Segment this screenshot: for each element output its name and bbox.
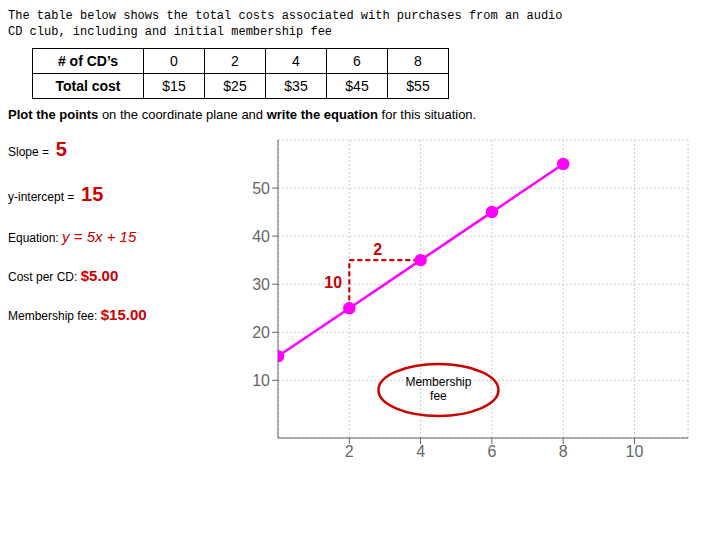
svg-text:10: 10 xyxy=(324,274,342,291)
html-text:y-intercept = 15: y-intercept = 15 xyxy=(8,183,104,205)
html-text:Equation: y = 5x + 15: Equation: y = 5x + 15 xyxy=(8,228,137,245)
html-text:6: 6 xyxy=(353,53,361,69)
html-text:Slope =5: Slope =5 xyxy=(8,138,67,160)
svg-text:10: 10 xyxy=(252,372,270,389)
html-text:0: 0 xyxy=(170,53,178,69)
svg-text:10: 10 xyxy=(626,443,644,460)
svg-text:2: 2 xyxy=(373,241,382,258)
html-text:$25: $25 xyxy=(223,78,247,94)
html-text:Cost per CD:$5.00: Cost per CD:$5.00 xyxy=(8,267,119,284)
html-text:$35: $35 xyxy=(284,78,308,94)
html-text:The table below shows the tota: The table below shows the total costs as… xyxy=(8,9,563,23)
html-text:$55: $55 xyxy=(406,78,430,94)
html-text:$45: $45 xyxy=(345,78,369,94)
svg-text:2: 2 xyxy=(345,443,354,460)
svg-text:8: 8 xyxy=(559,443,568,460)
svg-text:50: 50 xyxy=(252,180,270,197)
svg-text:6: 6 xyxy=(487,443,496,460)
svg-text:40: 40 xyxy=(252,228,270,245)
svg-text:20: 20 xyxy=(252,324,270,341)
html-text:Total cost: Total cost xyxy=(55,78,121,94)
html-text:CD club, including and initial: CD club, including and initial membershi… xyxy=(8,25,333,39)
svg-text:30: 30 xyxy=(252,276,270,293)
html-text:2: 2 xyxy=(231,53,239,69)
html-text:Plot the points on the coordin: Plot the points on the coordinate plane … xyxy=(8,107,477,122)
svg-text:Membershipfee: Membershipfee xyxy=(405,375,471,403)
html-text:# of CD’s: # of CD’s xyxy=(57,53,119,69)
html-text:$15: $15 xyxy=(162,78,186,94)
svg-text:4: 4 xyxy=(416,443,425,460)
html-text:8: 8 xyxy=(414,53,422,69)
html-text:4: 4 xyxy=(292,53,300,69)
html-text:Membership fee:$15.00: Membership fee:$15.00 xyxy=(8,306,147,323)
